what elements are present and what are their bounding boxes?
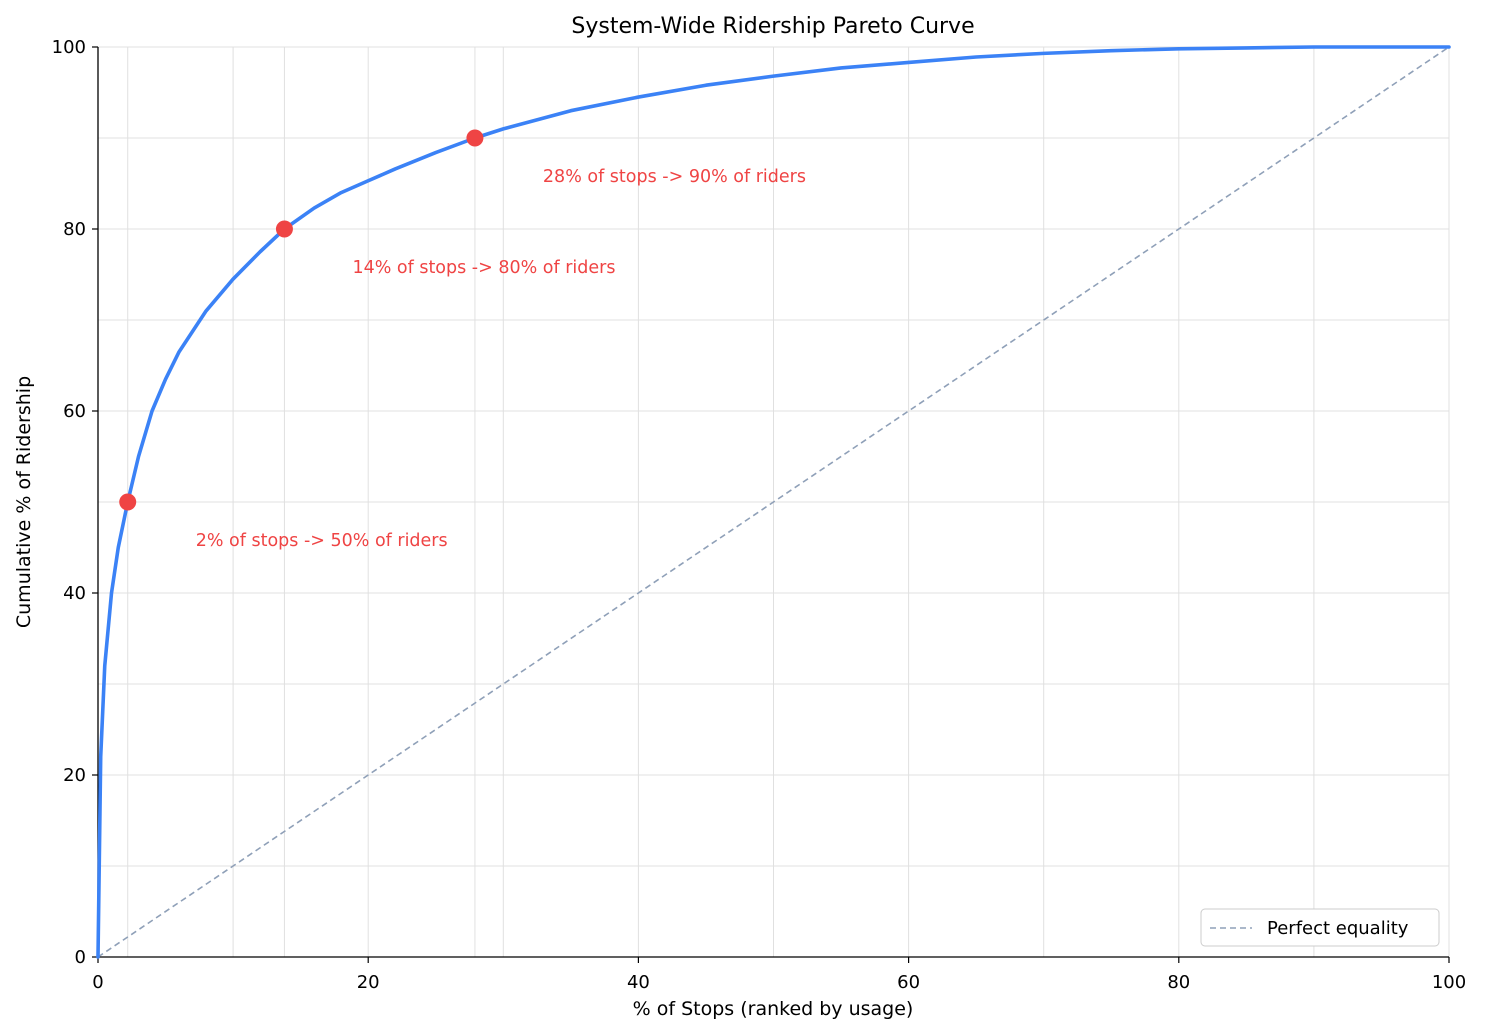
legend: Perfect equality: [1200, 908, 1440, 947]
y-tick-label: 80: [63, 219, 86, 240]
x-tick-label: 40: [627, 972, 650, 993]
y-tick-label: 100: [52, 37, 86, 58]
legend-box: [1200, 908, 1440, 947]
series-line-cumulative-ridership: [96, 45, 1451, 959]
x-tick-label: 20: [357, 972, 380, 993]
y-tick-label: 0: [75, 947, 86, 968]
highlight-point: [275, 220, 293, 238]
y-tick-label: 40: [63, 583, 86, 604]
y-tick-label: 60: [63, 401, 86, 422]
x-tick-label: 100: [1432, 972, 1466, 993]
annotation-label: 28% of stops -> 90% of riders: [543, 167, 806, 187]
highlight-markers: [119, 129, 484, 511]
highlight-point: [466, 129, 484, 147]
x-tick-label: 80: [1167, 972, 1190, 993]
y-axis-title: Cumulative % of Ridership: [13, 376, 35, 628]
y-tick-label: 20: [63, 765, 86, 786]
chart-title: System-Wide Ridership Pareto Curve: [571, 14, 974, 39]
annotations: 2% of stops -> 50% of riders 14% of stops…: [196, 167, 806, 551]
grid-lines: [97, 46, 1450, 958]
axes: 0 20 40 60 80 100 0 20 40 60 80 100: [52, 37, 1467, 993]
annotation-label: 2% of stops -> 50% of riders: [196, 531, 448, 551]
series-layer: [96, 45, 1451, 959]
legend-label-equality: Perfect equality: [1267, 918, 1409, 939]
x-axis-title: % of Stops (ranked by usage): [633, 998, 914, 1020]
x-tick-label: 60: [897, 972, 920, 993]
highlight-point: [119, 493, 137, 511]
series-line-perfect-equality: [97, 46, 1450, 958]
annotation-label: 14% of stops -> 80% of riders: [352, 258, 615, 278]
x-tick-label: 0: [92, 972, 103, 993]
